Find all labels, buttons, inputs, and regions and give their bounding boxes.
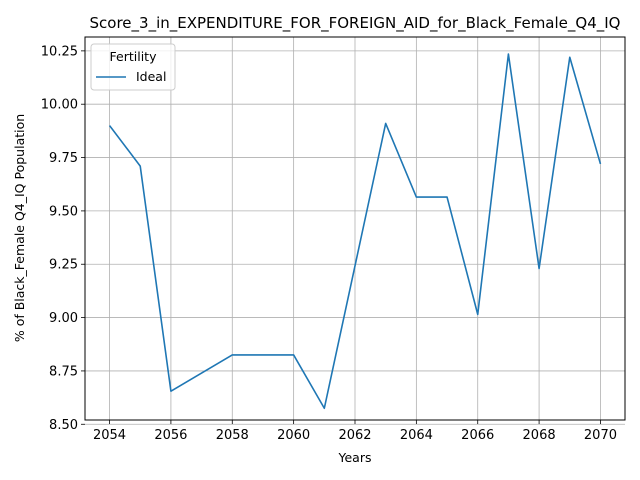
y-tick-label: 9.75 (49, 151, 78, 166)
x-tick-label: 2062 (338, 428, 371, 443)
legend: Fertility Ideal (90, 43, 176, 91)
y-tick-label: 8.75 (49, 364, 78, 379)
x-tick-label: 2064 (400, 428, 433, 443)
legend-box (90, 43, 176, 91)
x-tick-label: 2068 (523, 428, 556, 443)
y-axis-label: % of Black_Female Q4_IQ Population (12, 114, 27, 342)
x-axis-label: Years (338, 450, 372, 465)
x-tick-label: 2056 (154, 428, 187, 443)
series-line-ideal (108, 53, 602, 410)
y-tick-label: 9.50 (49, 204, 78, 219)
y-tick-label: 8.50 (49, 418, 78, 433)
y-tick-label: 9.00 (49, 311, 78, 326)
x-axis-ticks: 2054 2056 2058 2060 2062 2064 2066 2068 2070 (93, 420, 617, 443)
x-tick-label: 2070 (584, 428, 617, 443)
x-tick-label: 2058 (216, 428, 249, 443)
y-tick-label: 10.00 (41, 98, 78, 113)
y-tick-label: 9.25 (49, 258, 78, 273)
chart-title: Score_3_in_EXPENDITURE_FOR_FOREIGN_AID_f… (90, 14, 621, 33)
legend-label-ideal: Ideal (136, 69, 166, 84)
grid-lines (85, 37, 625, 425)
series-layer (108, 53, 602, 410)
x-tick-label: 2060 (277, 428, 310, 443)
legend-title: Fertility (110, 49, 158, 64)
y-axis-ticks: 8.50 8.75 9.00 9.25 9.50 9.75 10.00 10.25 (41, 44, 85, 433)
y-tick-label: 10.25 (41, 44, 78, 59)
x-tick-label: 2066 (461, 428, 494, 443)
x-tick-label: 2054 (93, 428, 126, 443)
